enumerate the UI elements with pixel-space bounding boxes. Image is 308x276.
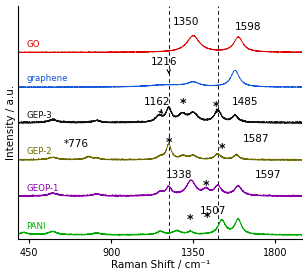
Text: 1350: 1350	[173, 17, 199, 27]
Text: 1338: 1338	[165, 170, 192, 180]
Text: *776: *776	[64, 139, 89, 150]
Text: PANI: PANI	[26, 222, 46, 231]
Text: GO: GO	[26, 40, 40, 49]
Text: GEOP-1: GEOP-1	[26, 184, 59, 193]
Y-axis label: Intensity / a.u.: Intensity / a.u.	[6, 84, 16, 160]
Text: *: *	[166, 136, 173, 149]
X-axis label: Raman Shift / cm⁻¹: Raman Shift / cm⁻¹	[111, 261, 210, 270]
Text: graphene: graphene	[26, 74, 68, 83]
Text: *: *	[187, 213, 194, 226]
Text: 1485: 1485	[231, 97, 258, 107]
Text: 1597: 1597	[255, 170, 282, 180]
Text: *: *	[180, 97, 186, 110]
Text: 1587: 1587	[242, 134, 269, 144]
Text: GEP-3: GEP-3	[26, 111, 52, 120]
Text: 1216: 1216	[151, 57, 177, 67]
Text: 1598: 1598	[235, 22, 261, 32]
Text: *: *	[204, 211, 211, 224]
Text: *: *	[219, 142, 225, 155]
Text: *: *	[213, 100, 220, 113]
Text: GEP-2: GEP-2	[26, 147, 52, 156]
Text: *: *	[203, 179, 209, 192]
Text: 1507: 1507	[200, 206, 226, 216]
Text: 1162: 1162	[144, 97, 171, 107]
